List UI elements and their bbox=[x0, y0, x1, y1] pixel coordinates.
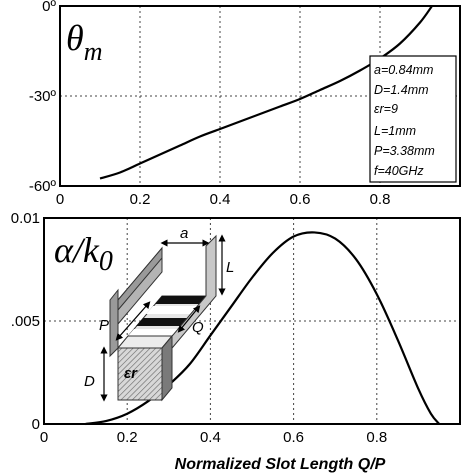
bottom-x-tick-label: 0.4 bbox=[200, 429, 221, 446]
alpha-panel: 0 0.2 0.4 0.6 0.8 0.01 .005 0 α/k0 Normalized … bbox=[11, 210, 461, 473]
top-x-tick-label: 0.8 bbox=[370, 191, 391, 208]
inset-label-p: P bbox=[99, 317, 109, 334]
inset-label-er: εr bbox=[124, 365, 138, 382]
x-axis-label: Normalized Slot Length Q/P bbox=[175, 456, 386, 473]
param-a: a=0.84mm bbox=[374, 63, 433, 77]
top-y-tick-labels: 0º -30º -60º bbox=[29, 0, 57, 195]
bottom-axes-frame bbox=[43, 217, 461, 425]
inset-label-q: Q bbox=[192, 319, 204, 336]
alpha-curve bbox=[85, 231, 441, 426]
bottom-x-tick-labels: 0 0.2 0.4 0.6 0.8 bbox=[40, 429, 387, 446]
top-y-tick-label: -60º bbox=[29, 178, 57, 195]
dim-p-arrow bbox=[115, 301, 151, 341]
waveguide-inset: a L P Q D εr bbox=[84, 225, 234, 402]
bottom-x-tick-label: 0 bbox=[40, 429, 48, 446]
theta-ylabel: θm bbox=[66, 18, 102, 66]
dim-q-arrow bbox=[177, 305, 201, 333]
left-flange bbox=[109, 288, 119, 358]
bottom-x-tick-label: 0.8 bbox=[366, 429, 387, 446]
param-p: P=3.38mm bbox=[374, 144, 435, 158]
slot-1 bbox=[155, 296, 206, 304]
inset-label-d: D bbox=[84, 373, 95, 390]
top-x-tick-label: 0.2 bbox=[130, 191, 151, 208]
param-er: εr=9 bbox=[374, 102, 398, 116]
slot-2 bbox=[146, 306, 197, 314]
top-x-tick-label: 0.4 bbox=[210, 191, 231, 208]
top-x-tick-label: 0 bbox=[56, 191, 64, 208]
bottom-x-tick-label: 0.6 bbox=[283, 429, 304, 446]
inset-label-a: a bbox=[180, 225, 188, 242]
theta-panel: 0 0.2 0.4 0.6 0.8 0º -30º -60º θm a=0.84mm D=1… bbox=[29, 0, 461, 208]
top-y-tick-label: -30º bbox=[29, 88, 57, 105]
param-d: D=1.4mm bbox=[374, 83, 429, 97]
dielectric-side bbox=[161, 334, 173, 402]
top-y-tick-label: 0º bbox=[42, 0, 56, 15]
inset-label-l: L bbox=[226, 259, 234, 276]
bottom-y-tick-label: 0.01 bbox=[11, 210, 40, 227]
slot-3 bbox=[136, 318, 187, 326]
top-x-tick-label: 0.6 bbox=[290, 191, 311, 208]
bottom-y-tick-label: .005 bbox=[11, 313, 40, 330]
param-f: f=40GHz bbox=[374, 164, 424, 178]
bottom-y-tick-label: 0 bbox=[32, 416, 40, 433]
top-x-tick-labels: 0 0.2 0.4 0.6 0.8 bbox=[56, 191, 391, 208]
bottom-x-tick-label: 0.2 bbox=[117, 429, 138, 446]
parameter-box bbox=[369, 55, 457, 183]
bottom-y-tick-labels: 0.01 .005 0 bbox=[11, 210, 40, 433]
param-l: L=1mm bbox=[374, 124, 416, 138]
top-axes-frame bbox=[59, 5, 461, 187]
alpha-ylabel: α/k0 bbox=[54, 230, 113, 277]
